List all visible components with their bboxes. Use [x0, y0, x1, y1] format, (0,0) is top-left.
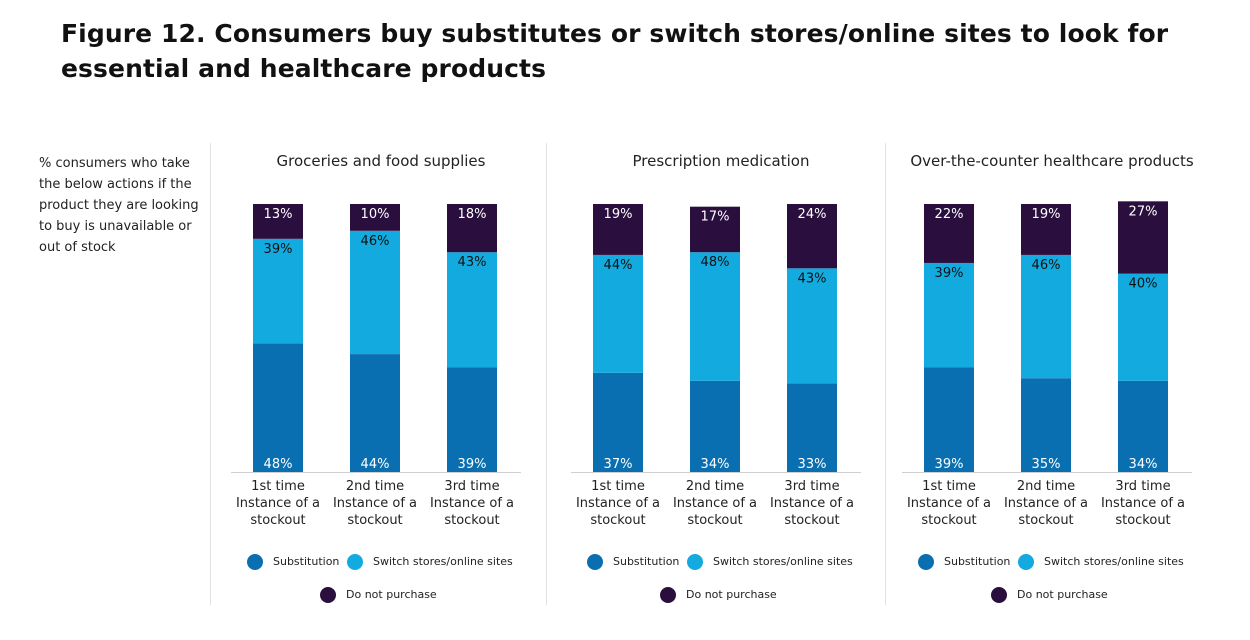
- data-label: 22%: [935, 207, 964, 222]
- chart-panel: Over-the-counter healthcare products 1st …: [892, 140, 1212, 610]
- chart-panel: Prescription medication 1st time Instance…: [561, 140, 881, 610]
- data-label: 39%: [935, 266, 964, 281]
- bar-segment: [924, 367, 974, 472]
- category-label: 3rd time Instance of a stockout: [429, 479, 515, 528]
- chart-panel: Groceries and food supplies 1st time Inst…: [221, 140, 541, 610]
- data-label: 39%: [935, 457, 964, 472]
- data-label: 37%: [604, 457, 633, 472]
- stacked-bar-chart: 37% 44% 19% 34% 48% 17% 33% 43% 24%: [571, 204, 861, 473]
- data-label: 19%: [604, 207, 633, 222]
- data-label: 19%: [1032, 207, 1061, 222]
- bar-segment: [1021, 204, 1071, 255]
- bar-segment: [593, 372, 643, 472]
- data-label: 48%: [701, 255, 730, 270]
- bar-segment: [350, 204, 400, 231]
- legend-swatch: [687, 554, 703, 570]
- legend-label: Switch stores/online sites: [713, 555, 853, 568]
- data-label: 18%: [458, 207, 487, 222]
- panel-divider: [210, 143, 211, 605]
- data-label: 17%: [701, 210, 730, 225]
- bar-segment: [787, 204, 837, 269]
- bar-segment: [593, 254, 643, 373]
- bar-segment: [593, 204, 643, 255]
- data-label: 48%: [264, 457, 293, 472]
- data-label: 39%: [458, 457, 487, 472]
- category-label: 3rd time Instance of a stockout: [1100, 479, 1186, 528]
- legend-label: Do not purchase: [1017, 588, 1108, 601]
- legend-label: Switch stores/online sites: [373, 555, 513, 568]
- data-label: 43%: [798, 271, 827, 286]
- bar-segment: [690, 380, 740, 472]
- category-label: 1st time Instance of a stockout: [575, 479, 661, 528]
- legend-swatch: [320, 587, 336, 603]
- legend-swatch: [991, 587, 1007, 603]
- chart-title: Over-the-counter healthcare products: [910, 152, 1194, 170]
- panel-divider: [546, 143, 547, 605]
- data-label: 34%: [701, 457, 730, 472]
- legend-swatch: [1018, 554, 1034, 570]
- data-label: 44%: [604, 258, 633, 273]
- side-note: % consumers who take the below actions i…: [39, 156, 199, 255]
- category-label: 1st time Instance of a stockout: [235, 479, 321, 528]
- bar-segment: [1118, 201, 1168, 274]
- bar-segment: [1021, 254, 1071, 379]
- bar-segment: [1021, 378, 1071, 472]
- bar-segment: [787, 268, 837, 384]
- category-label: 2nd time Instance of a stockout: [332, 479, 418, 528]
- data-label: 44%: [361, 457, 390, 472]
- legend-swatch: [347, 554, 363, 570]
- stacked-bar-chart: 39% 39% 22% 35% 46% 19% 34% 40% 27%: [902, 201, 1192, 473]
- bar-segment: [924, 204, 974, 263]
- legend-label: Do not purchase: [346, 588, 437, 601]
- bar-segment: [350, 230, 400, 355]
- data-label: 46%: [1032, 258, 1061, 273]
- data-label: 35%: [1032, 457, 1061, 472]
- data-label: 43%: [458, 255, 487, 270]
- bar-segment: [253, 343, 303, 472]
- legend-swatch: [660, 587, 676, 603]
- legend-label: Substitution: [273, 555, 340, 568]
- legend-label: Substitution: [944, 555, 1011, 568]
- chart-title: Groceries and food supplies: [276, 152, 486, 170]
- bar-segment: [924, 262, 974, 368]
- bar-segment: [1118, 380, 1168, 472]
- legend-swatch: [587, 554, 603, 570]
- category-label: 2nd time Instance of a stockout: [1003, 479, 1089, 528]
- data-label: 33%: [798, 457, 827, 472]
- legend-swatch: [918, 554, 934, 570]
- bar-segment: [690, 252, 740, 381]
- data-label: 46%: [361, 234, 390, 249]
- bar-segment: [787, 383, 837, 472]
- bar-segment: [1118, 273, 1168, 381]
- category-label: 3rd time Instance of a stockout: [769, 479, 855, 528]
- bar-segment: [690, 206, 740, 253]
- bar-segment: [447, 252, 497, 368]
- data-label: 10%: [361, 207, 390, 222]
- data-label: 24%: [798, 207, 827, 222]
- figure-title: Figure 12. Consumers buy substitutes or …: [61, 19, 1169, 83]
- panel-divider: [885, 143, 886, 605]
- category-label: 2nd time Instance of a stockout: [672, 479, 758, 528]
- legend-swatch: [247, 554, 263, 570]
- data-label: 39%: [264, 242, 293, 257]
- bar-segment: [253, 204, 303, 239]
- legend-label: Do not purchase: [686, 588, 777, 601]
- data-label: 40%: [1129, 277, 1158, 292]
- data-label: 34%: [1129, 457, 1158, 472]
- bar-segment: [253, 238, 303, 344]
- bar-segment: [447, 367, 497, 472]
- bar-segment: [447, 204, 497, 253]
- stacked-bar-chart: 48% 39% 13% 44% 46% 10% 39% 43% 18%: [231, 204, 521, 473]
- data-label: 13%: [264, 207, 293, 222]
- legend-label: Substitution: [613, 555, 680, 568]
- category-label: 1st time Instance of a stockout: [906, 479, 992, 528]
- data-label: 27%: [1129, 204, 1158, 219]
- bar-segment: [350, 354, 400, 472]
- chart-title: Prescription medication: [632, 152, 810, 170]
- legend-label: Switch stores/online sites: [1044, 555, 1184, 568]
